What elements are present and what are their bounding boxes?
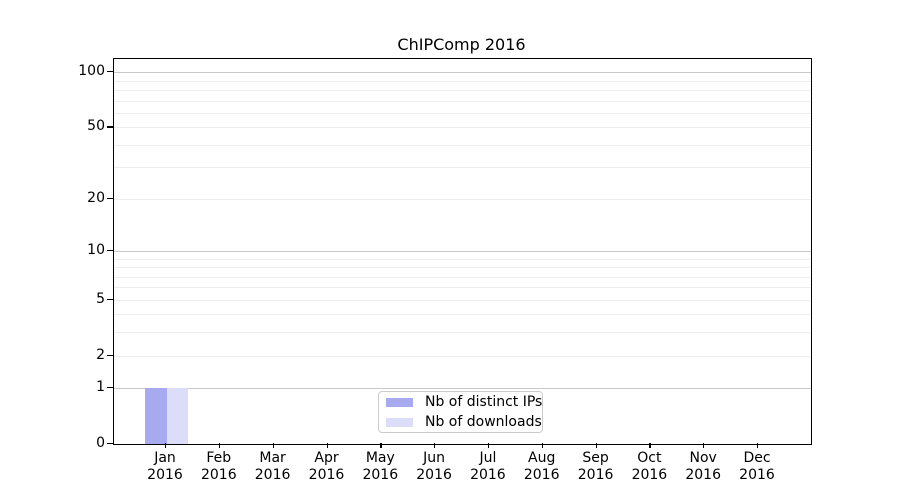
gridline-minor — [114, 144, 811, 146]
gridline-minor — [114, 355, 811, 357]
gridline-minor — [114, 127, 811, 129]
y-axis-tick — [107, 197, 113, 199]
legend-item-distinct-ips: Nb of distinct IPs — [386, 392, 542, 412]
x-axis-tick-label-month: Aug — [528, 450, 556, 466]
x-axis-tick-label-year: 2016 — [147, 467, 183, 483]
legend-swatch-downloads — [386, 417, 413, 427]
y-axis-tick — [107, 126, 113, 128]
gridline-minor — [114, 314, 811, 316]
y-axis-tick — [107, 71, 113, 73]
x-axis-tick-label: Jul 2016 — [456, 450, 520, 484]
bar-distinct-ips — [145, 388, 167, 444]
x-axis-tick-label-month: Jun — [423, 450, 446, 466]
x-axis-tick-label-year: 2016 — [308, 467, 345, 483]
x-axis-tick — [595, 443, 597, 448]
y-axis-tick-label: 100 — [78, 63, 105, 80]
y-axis-tick — [107, 249, 113, 252]
x-axis-tick-label: Jun 2016 — [402, 450, 466, 484]
x-axis-tick-label: Apr 2016 — [295, 450, 359, 484]
x-axis-tick — [326, 443, 328, 448]
x-axis-tick-label-month: Nov — [689, 450, 717, 466]
x-axis-tick-label-year: 2016 — [631, 467, 668, 483]
gridline-major — [114, 250, 811, 252]
x-axis-tick-label: Oct 2016 — [617, 450, 681, 484]
bar-downloads — [166, 388, 188, 444]
legend-item-downloads: Nb of downloads — [386, 412, 542, 432]
x-axis-tick-label-year: 2016 — [416, 467, 452, 483]
chart-title: ChIPComp 2016 — [397, 35, 526, 54]
x-axis-tick-label-month: Dec — [743, 450, 771, 466]
plot-area — [113, 58, 812, 445]
x-axis-tick-label-year: 2016 — [739, 467, 775, 483]
gridline-minor — [114, 276, 811, 278]
y-axis-tick-label: 10 — [87, 241, 105, 258]
y-axis-tick-label: 0 — [96, 435, 105, 451]
x-axis-tick-label-month: Feb — [206, 450, 232, 466]
x-axis-tick — [541, 443, 543, 448]
gridline-minor — [114, 299, 811, 301]
gridline-major — [114, 72, 811, 74]
y-axis-tick — [107, 354, 113, 356]
x-axis-tick — [757, 443, 759, 448]
gridline-minor — [114, 287, 811, 289]
gridline-minor — [114, 332, 811, 334]
x-axis-tick-label-month: Sep — [582, 450, 609, 466]
y-axis-tick-label: 1 — [96, 379, 105, 396]
x-axis-tick-label: Mar 2016 — [241, 450, 305, 484]
x-axis-tick-label-month: Apr — [314, 450, 339, 466]
x-axis-tick-label-year: 2016 — [685, 467, 721, 483]
x-axis-tick-label-year: 2016 — [200, 467, 237, 483]
x-axis-tick-label-month: Jan — [154, 450, 176, 466]
x-axis-tick — [434, 443, 436, 448]
x-axis-tick — [649, 443, 651, 448]
x-axis-tick-label-year: 2016 — [523, 467, 560, 483]
legend-swatch-distinct-ips — [386, 397, 413, 407]
x-axis-tick-label: May 2016 — [348, 450, 412, 484]
x-axis-tick-label-month: Jul — [479, 450, 497, 466]
legend-label-downloads: Nb of downloads — [425, 414, 542, 430]
x-axis-tick-label-year: 2016 — [362, 467, 399, 483]
x-axis-tick — [703, 443, 705, 448]
gridline-major — [114, 388, 811, 390]
y-axis-tick — [107, 443, 113, 445]
x-axis-tick — [218, 443, 221, 448]
gridline-minor — [114, 80, 811, 82]
x-axis-tick-label: Jan 2016 — [133, 450, 197, 484]
x-axis-tick — [487, 443, 490, 448]
gridline-minor — [114, 100, 811, 102]
x-axis-tick-label-month: Oct — [637, 450, 662, 466]
y-axis-tick-label: 20 — [87, 189, 105, 206]
gridline-minor — [114, 198, 811, 200]
x-axis-tick-label-year: 2016 — [470, 467, 506, 483]
y-axis-tick — [107, 387, 113, 389]
y-axis-tick-label: 50 — [87, 118, 105, 135]
x-axis-tick-label: Feb 2016 — [187, 450, 251, 484]
gridline-minor — [114, 267, 811, 268]
x-axis-tick-label: Nov 2016 — [671, 450, 735, 484]
x-axis-tick-label-month: May — [365, 450, 395, 466]
x-axis-tick-label: Aug 2016 — [510, 450, 574, 484]
legend-label-distinct-ips: Nb of distinct IPs — [425, 394, 543, 410]
y-axis-tick — [107, 298, 113, 300]
x-axis-tick — [165, 443, 167, 448]
gridline-minor — [114, 258, 811, 260]
legend: Nb of distinct IPs Nb of downloads — [378, 391, 543, 433]
y-axis-tick-label: 5 — [96, 290, 105, 307]
x-axis-tick-label: Dec 2016 — [725, 450, 789, 484]
x-axis-tick — [380, 443, 382, 448]
gridline-minor — [114, 167, 811, 169]
gridline-minor — [114, 90, 811, 91]
x-axis-tick-label-year: 2016 — [254, 467, 291, 483]
x-axis-tick — [272, 443, 274, 448]
x-axis-tick-label-year: 2016 — [577, 467, 614, 483]
x-axis-tick-label: Sep 2016 — [564, 450, 628, 484]
x-axis-tick-label-month: Mar — [259, 450, 286, 466]
y-axis-tick-label: 2 — [96, 346, 105, 363]
gridline-minor — [114, 112, 811, 114]
